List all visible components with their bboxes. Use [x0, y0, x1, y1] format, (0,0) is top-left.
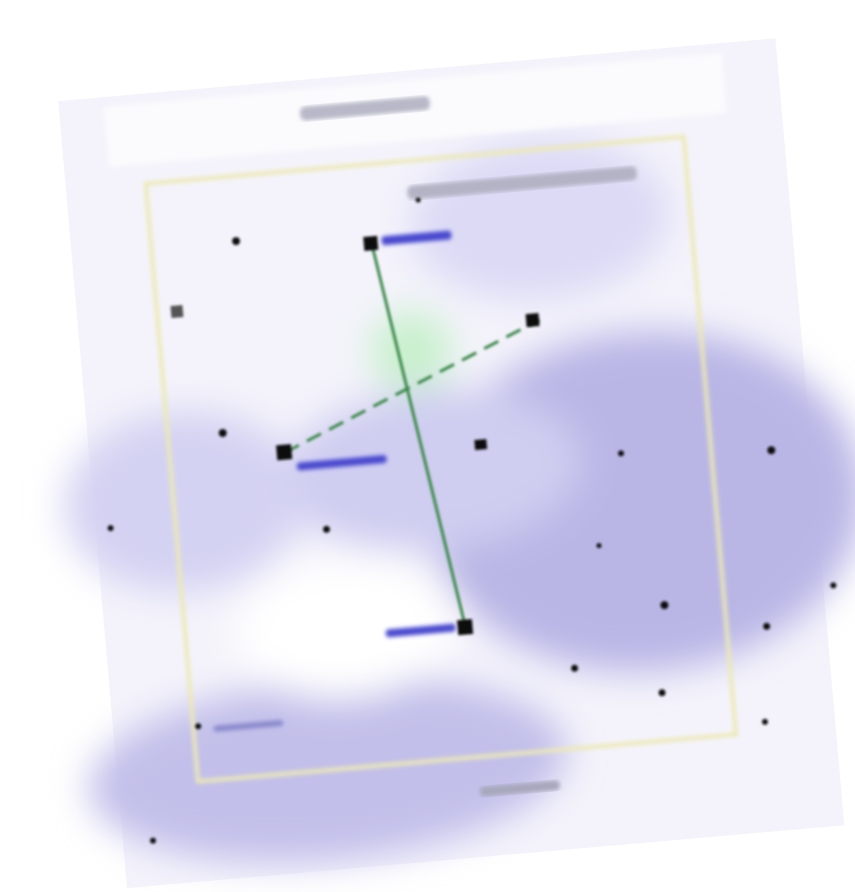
title-smudge [300, 96, 430, 121]
chart-frame [143, 134, 739, 784]
subtitle-smudge [407, 166, 637, 200]
main-stars [170, 235, 540, 636]
asterism-lines [283, 243, 540, 628]
nebula [63, 139, 855, 863]
chart-panel [58, 38, 855, 889]
star-label-smudges [213, 230, 456, 732]
caption-smudge [479, 780, 560, 797]
field-stars [107, 197, 837, 844]
